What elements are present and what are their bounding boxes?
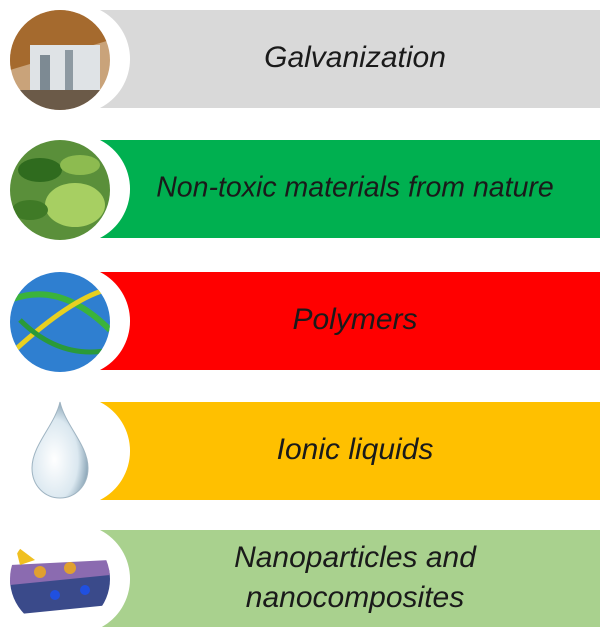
ionic-liquid-icon [32,402,88,498]
band-label: Polymers [292,303,417,336]
band-label: Galvanization [264,41,446,74]
band-label: nanocomposites [246,581,464,614]
band-label: Ionic liquids [277,433,434,466]
band-label: Non-toxic materials from nature [156,172,554,204]
bands: Galvanization Non-toxic materials from na… [100,10,600,627]
nanoparticles-icon [10,529,110,627]
diagram: Galvanization Non-toxic materials from na… [0,0,600,627]
galvanization-icon [10,10,110,110]
polymers-icon [10,272,110,372]
band-label: Nanoparticles and [234,541,477,574]
nature-icon [10,140,110,240]
